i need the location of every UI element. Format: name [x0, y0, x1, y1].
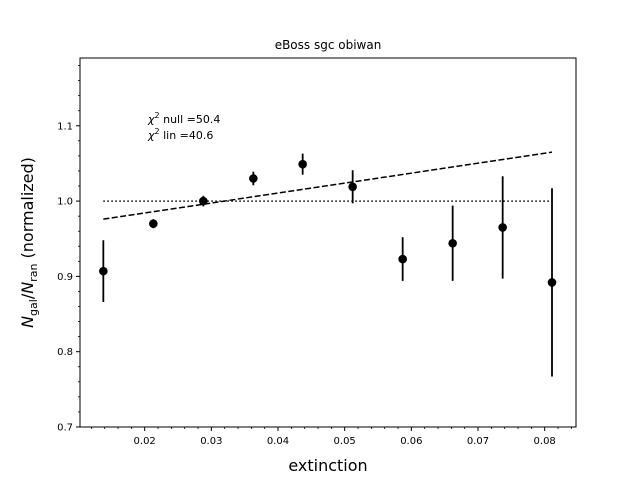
x-tick-label: 0.03 — [200, 436, 222, 447]
y-label-rest: (normalized) — [18, 157, 37, 263]
data-points — [99, 153, 557, 377]
data-point — [448, 205, 457, 281]
point-marker — [298, 159, 307, 169]
chi2-null-annotation: χ2 null =50.4 — [147, 111, 220, 126]
x-tick-label: 0.04 — [267, 436, 289, 447]
reference-lines — [103, 151, 553, 220]
chi2-lin-symbol: χ — [147, 129, 155, 142]
point-marker — [348, 182, 357, 192]
chi2-null-symbol: χ — [147, 113, 155, 126]
plot-area — [79, 57, 577, 428]
point-marker — [398, 254, 407, 264]
y-tick-label: 0.9 — [57, 272, 73, 283]
y-label-n1: N — [18, 316, 37, 328]
y-label-sub1: gal — [27, 299, 40, 316]
chi2-null-text: null =50.4 — [160, 113, 221, 126]
chi2-lin-text: lin =40.6 — [160, 129, 214, 142]
x-tick-label: 0.06 — [400, 436, 422, 447]
x-tick-label: 0.07 — [467, 436, 489, 447]
y-label-sub2: ran — [27, 264, 40, 282]
y-tick-label: 0.8 — [57, 347, 73, 358]
y-tick-label: 1.1 — [57, 121, 73, 132]
y-label-n2: N — [18, 282, 37, 294]
data-point — [348, 170, 357, 204]
point-marker — [498, 223, 507, 232]
chi2-lin-annotation: χ2 lin =40.6 — [147, 127, 213, 142]
data-point — [149, 219, 158, 229]
data-point — [547, 188, 557, 377]
y-tick-label: 0.7 — [57, 423, 73, 434]
point-marker — [199, 196, 208, 206]
chi2-null-sup: 2 — [155, 111, 160, 120]
y-tick-label: 1.0 — [57, 197, 73, 208]
data-point — [99, 240, 108, 302]
linear-fit-line — [103, 151, 553, 220]
chart-title: eBoss sgc obiwan — [275, 38, 382, 52]
data-point — [298, 153, 307, 175]
data-point — [199, 195, 208, 207]
y-label-slash: / — [18, 293, 37, 299]
data-point — [498, 176, 507, 279]
point-marker — [249, 174, 258, 183]
data-point — [249, 171, 258, 186]
point-marker — [547, 278, 557, 287]
x-axis-label: extinction — [288, 456, 367, 475]
x-axis: 0.02 0.03 0.04 0.05 0.06 0.07 0.08 — [90, 427, 572, 447]
data-point — [398, 237, 407, 281]
y-axis-label: Ngal/Nran (normalized) — [18, 157, 40, 328]
point-marker — [99, 266, 108, 276]
x-tick-label: 0.05 — [334, 436, 356, 447]
point-marker — [149, 219, 158, 228]
x-tick-label: 0.02 — [134, 436, 156, 447]
chi2-lin-sup: 2 — [155, 127, 160, 136]
y-axis: 0.7 0.8 0.9 1.0 1.1 — [57, 65, 80, 434]
x-tick-label: 0.08 — [534, 436, 556, 447]
point-marker — [448, 238, 457, 248]
